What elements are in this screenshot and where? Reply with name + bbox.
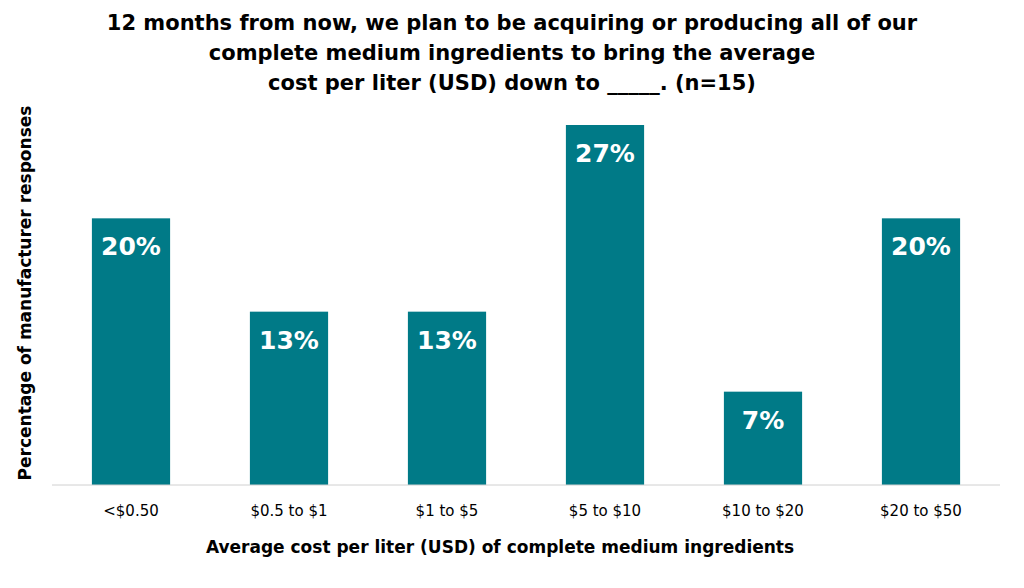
x-tick-label: $0.5 to $1: [250, 502, 327, 520]
title-line: complete medium ingredients to bring the…: [209, 41, 815, 65]
data-label: 7%: [742, 406, 784, 435]
labels: 20% 13% 13% 27% 7% 20%: [101, 139, 951, 435]
bar: [882, 218, 960, 485]
title-line: cost per liter (USD) down to _____. (n=1…: [268, 71, 756, 95]
x-tick-label: $20 to $50: [880, 502, 962, 520]
x-tick-label: $5 to $10: [569, 502, 641, 520]
bars: [92, 125, 960, 485]
x-tick-label: $1 to $5: [416, 502, 479, 520]
x-tick-label: $10 to $20: [722, 502, 804, 520]
title-line: 12 months from now, we plan to be acquir…: [107, 11, 918, 35]
bar: [566, 125, 644, 485]
chart: 12 months from now, we plan to be acquir…: [0, 0, 1024, 588]
bar: [92, 218, 170, 485]
bar: [408, 312, 486, 485]
x-tick-label: <$0.50: [103, 502, 159, 520]
data-label: 20%: [891, 232, 951, 261]
bar: [250, 312, 328, 485]
data-label: 13%: [259, 326, 319, 355]
data-label: 20%: [101, 232, 161, 261]
data-label: 27%: [575, 139, 635, 168]
x-axis: [52, 485, 1000, 486]
y-axis-label: Percentage of manufacturer responses: [15, 106, 35, 481]
x-axis-label: Average cost per liter (USD) of complete…: [206, 537, 794, 557]
data-label: 13%: [417, 326, 477, 355]
bar: [724, 392, 802, 485]
title: 12 months from now, we plan to be acquir…: [107, 11, 918, 95]
